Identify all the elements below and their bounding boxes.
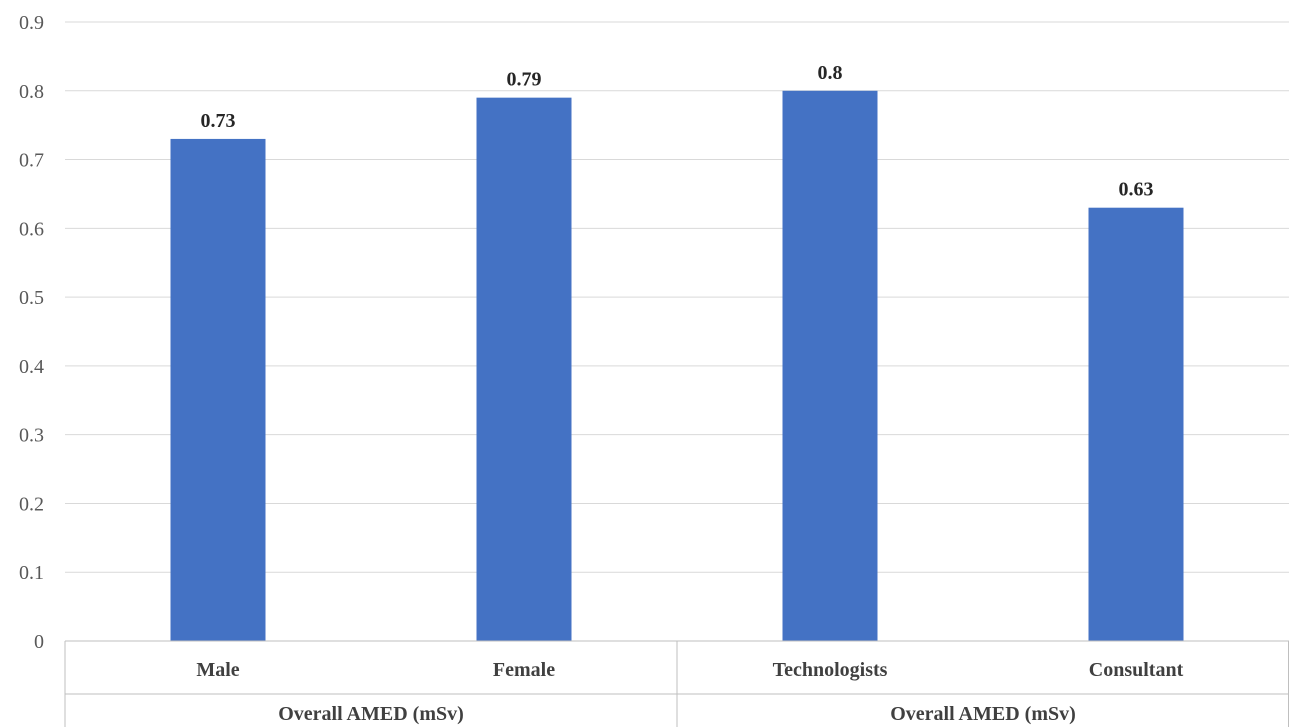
y-tick-label: 0.9 [19,12,44,34]
data-labels: 0.73 0.79 0.8 0.63 [201,62,1154,201]
bar-consultant [1088,207,1184,641]
y-tick-label: 0 [34,631,44,653]
bar-female [476,97,572,641]
x-axis: Male Female Technologists Consultant Overall… [64,640,1289,727]
data-label: 0.63 [1119,179,1154,201]
y-tick-label: 0.4 [19,356,44,378]
category-label: Female [493,659,555,681]
y-axis: 0 0.1 0.2 0.3 0.4 0.5 0.6 0.7 0.8 0.9 [19,12,44,653]
category-label: Technologists [773,659,888,681]
bar-technologists [782,90,878,642]
y-tick-label: 0.7 [19,150,44,172]
y-tick-label: 0.6 [19,218,44,240]
group-label: Overall AMED (mSv) [278,703,464,725]
group-label: Overall AMED (mSv) [890,703,1076,725]
data-label: 0.73 [201,110,236,132]
category-label: Male [196,659,239,681]
data-label: 0.79 [507,69,542,91]
y-tick-label: 0.3 [19,425,44,447]
bars [170,90,1184,642]
y-tick-label: 0.8 [19,81,44,103]
y-tick-label: 0.5 [19,287,44,309]
y-tick-label: 0.2 [19,493,44,515]
category-label: Consultant [1089,659,1184,681]
data-label: 0.8 [818,62,843,84]
bar-male [170,138,266,641]
gridlines [65,21,1289,573]
y-tick-label: 0.1 [19,562,44,584]
